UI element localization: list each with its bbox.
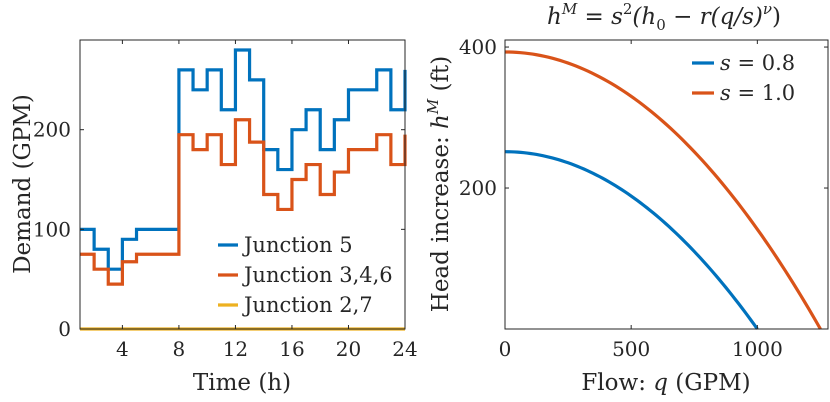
demand-legend-label: Junction 2,7 [242,293,373,317]
demand-ylabel: Demand (GPM) [10,94,36,274]
demand-ytick-label: 200 [33,118,71,142]
pump-xtick-label: 1000 [732,337,783,361]
demand-xtick-label: 24 [392,337,417,361]
demand-legend: Junction 5 Junction 3,4,6 Junction 2,7 [218,233,393,317]
demand-xlabel: Time (h) [193,370,291,396]
demand-xtick-label: 8 [173,337,186,361]
pump-series-2 [504,50,822,330]
pump-series-group [504,50,822,330]
pump-ylabel: Head increase: hM (ft) [424,56,454,312]
demand-series-1 [80,48,407,271]
demand-ytick-label: 100 [33,217,71,241]
pump-plot-frame [504,39,829,330]
demand-series-group [80,48,407,331]
demand-xtick-label: 20 [336,337,361,361]
demand-ytick-label: 0 [58,317,71,341]
pump-legend-label: s = 1.0 [720,81,795,105]
demand-plot-frame [79,39,406,330]
pump-title: hM = s2(h0 − r(q/s)ν) [547,0,781,34]
pump-xtick-label: 500 [612,337,650,361]
demand-xtick-label: 4 [116,337,129,361]
pump-tick-group: 0 500 1000 200 400 [459,35,828,361]
pump-xlabel: Flow: q (GPM) [581,370,750,396]
pump-legend: s = 0.8 s = 1.0 [692,51,795,105]
pump-legend-label: s = 0.8 [720,51,795,75]
demand-tick-group: 4 8 12 16 20 24 0 100 200 [33,40,418,361]
demand-series-2 [80,118,407,286]
pump-ytick-label: 200 [459,176,497,200]
demand-legend-label: Junction 3,4,6 [242,263,393,287]
demand-legend-label: Junction 5 [242,233,353,257]
demand-xtick-label: 16 [279,337,304,361]
pump-series-1 [504,150,759,330]
pump-ytick-label: 400 [459,35,497,59]
demand-xtick-label: 12 [223,337,248,361]
pump-curve-chart: 0 500 1000 200 400 hM = s2(h0 − r(q/s)ν) Flo… [424,0,829,396]
pump-xtick-label: 0 [499,337,512,361]
